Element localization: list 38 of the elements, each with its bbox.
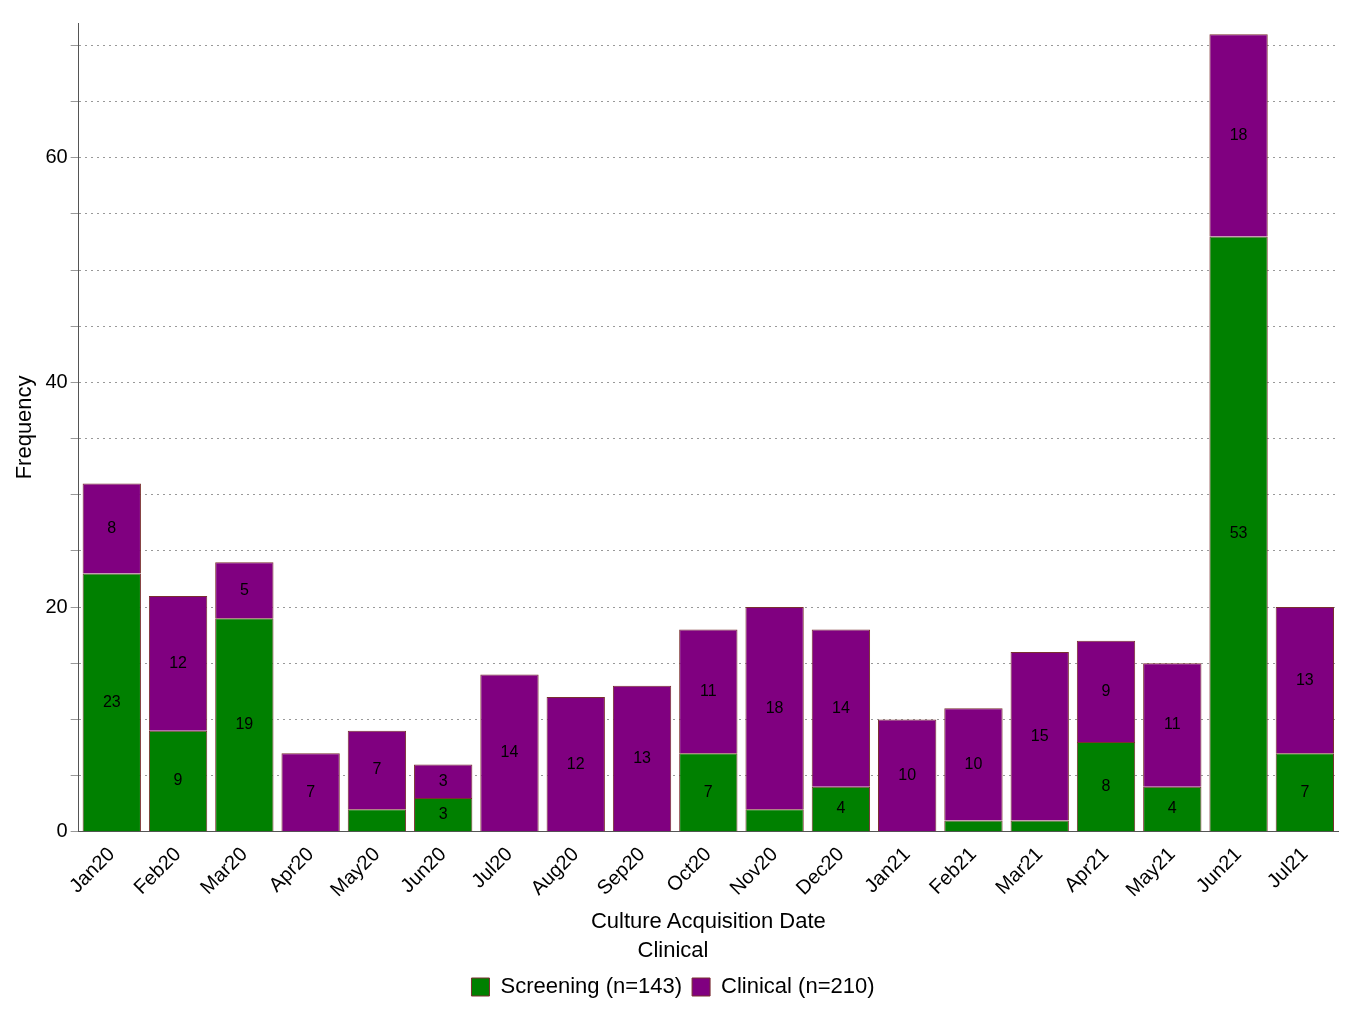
data-label: 11 xyxy=(1163,715,1181,733)
data-label: 18 xyxy=(1229,125,1248,143)
data-label: 5 xyxy=(239,580,249,598)
data-label: 7 xyxy=(703,782,713,800)
data-label: 13 xyxy=(633,748,652,766)
data-label: 3 xyxy=(438,805,448,823)
data-label: 12 xyxy=(566,754,585,772)
data-label: 10 xyxy=(898,765,917,783)
data-label: 15 xyxy=(1030,726,1049,744)
data-label: 9 xyxy=(1101,681,1111,699)
y-tick-label: 20 xyxy=(45,594,68,617)
data-label: 11 xyxy=(700,681,717,699)
data-label: 7 xyxy=(306,782,316,800)
data-label: 4 xyxy=(1167,799,1177,817)
data-label: 3 xyxy=(438,771,448,789)
legend-title: Clinical xyxy=(637,936,709,962)
data-label: 53 xyxy=(1229,524,1248,542)
data-label: 8 xyxy=(1101,777,1111,795)
data-label: 14 xyxy=(500,743,519,761)
data-label: 10 xyxy=(964,754,983,772)
data-label: 19 xyxy=(235,715,254,733)
legend-label: Clinical (n=210) xyxy=(721,973,875,999)
data-label: 4 xyxy=(836,799,846,817)
legend-label: Screening (n=143) xyxy=(500,973,683,999)
y-tick-label: 40 xyxy=(45,369,68,392)
data-label: 8 xyxy=(107,518,117,536)
data-label: 23 xyxy=(102,692,121,710)
y-tick-label: 60 xyxy=(45,145,68,168)
data-label: 9 xyxy=(173,771,183,789)
x-axis-title: Culture Acquisition Date xyxy=(590,908,826,934)
y-axis-title: Frequency xyxy=(11,375,37,480)
data-label: 7 xyxy=(372,760,382,778)
y-tick-label: 0 xyxy=(56,819,68,842)
data-label: 13 xyxy=(1295,670,1314,688)
data-label: 7 xyxy=(1300,782,1310,800)
data-label: 12 xyxy=(169,653,188,671)
data-label: 18 xyxy=(765,698,784,716)
data-label: 14 xyxy=(831,698,850,716)
